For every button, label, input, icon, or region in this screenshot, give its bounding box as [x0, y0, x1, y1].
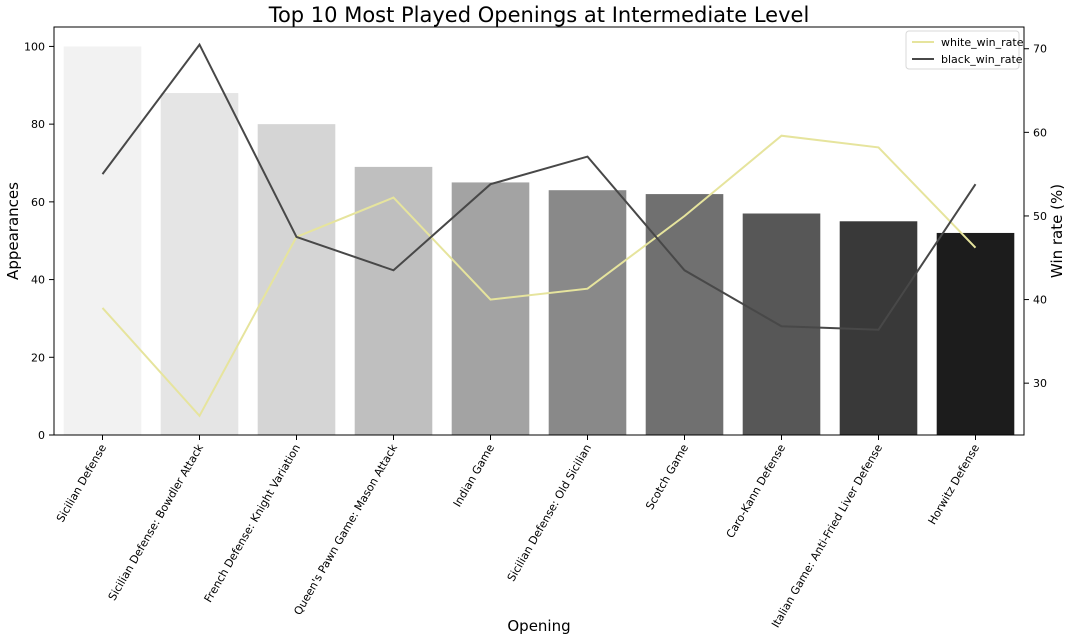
- bar-4: [354, 166, 433, 435]
- bar-3: [257, 124, 336, 436]
- chart-title: Top 10 Most Played Openings at Intermedi…: [268, 3, 810, 27]
- x-tick-label: Italian Game: Anti-Fried Liver Defense: [769, 442, 885, 630]
- series-line-white-win-rate: [101, 134, 977, 418]
- left-axis: 0 20 40 60 80 100: [24, 40, 54, 442]
- right-axis: 30 40 50 60 70: [1024, 43, 1047, 390]
- x-tick-label: Sicilian Defense: Bowdler Attack: [106, 441, 207, 602]
- bar-2: [160, 93, 239, 436]
- y-tick-label: 40: [31, 274, 45, 287]
- bar-8: [742, 213, 821, 435]
- bar-10: [936, 232, 1015, 435]
- bar-5: [451, 182, 530, 435]
- legend-label: white_win_rate: [941, 36, 1024, 49]
- legend: white_win_rate black_win_rate: [905, 30, 1024, 70]
- lines-layer: [101, 42, 977, 418]
- y2-tick-label: 50: [1033, 210, 1047, 223]
- y2-axis-label: Win rate (%): [1048, 184, 1066, 278]
- bar-1: [63, 46, 142, 436]
- y-tick-label: 100: [24, 40, 45, 53]
- x-tick-label: French Defense: Knight Variation: [202, 442, 303, 605]
- plot-frame: [53, 26, 1025, 436]
- y-tick-label: 0: [38, 429, 45, 442]
- legend-label: black_win_rate: [941, 53, 1023, 66]
- x-tick-label: Scotch Game: [643, 442, 691, 512]
- x-axis-label: Opening: [507, 617, 570, 635]
- y2-tick-label: 40: [1033, 294, 1047, 307]
- legend-box: [905, 30, 1020, 70]
- series-line-black-win-rate: [101, 42, 977, 331]
- x-tick-label: Queen's Pawn Game: Mason Attack: [291, 441, 400, 617]
- x-tick-label: Sicilian Defense: Old Sicilian: [505, 442, 594, 584]
- bar-6: [548, 190, 627, 435]
- x-tick-label: Indian Game: [451, 442, 497, 510]
- bar-7: [645, 194, 724, 435]
- bars-layer: [63, 46, 1015, 436]
- x-tick-label: Sicilian Defense: [54, 442, 109, 525]
- y-tick-label: 20: [31, 351, 45, 364]
- y2-tick-label: 30: [1033, 377, 1047, 390]
- y-axis-label: Appearances: [4, 182, 22, 280]
- x-tick-label: Caro-Kann Defense: [724, 442, 788, 541]
- y-tick-label: 80: [31, 118, 45, 131]
- y2-tick-label: 70: [1033, 43, 1047, 56]
- y-tick-label: 60: [31, 196, 45, 209]
- y2-tick-label: 60: [1033, 126, 1047, 139]
- x-tick-label: Horwitz Defense: [926, 442, 983, 527]
